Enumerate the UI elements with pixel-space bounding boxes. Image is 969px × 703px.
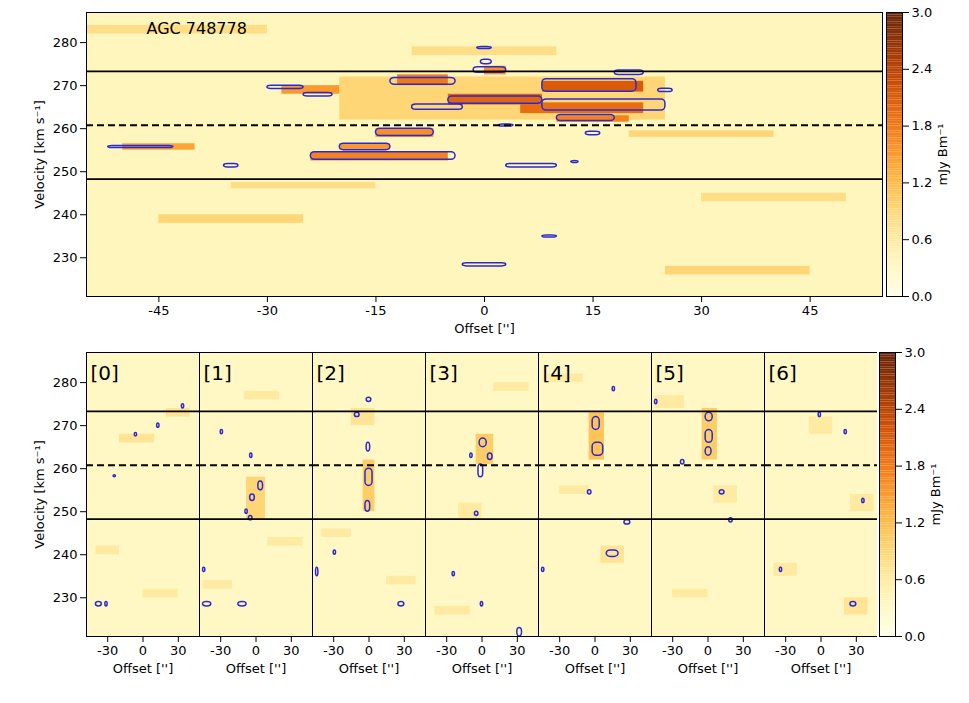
svg-text:260: 260: [53, 461, 78, 476]
svg-text:[1]: [1]: [204, 361, 232, 385]
svg-text:1.2: 1.2: [912, 175, 933, 190]
svg-text:-30: -30: [210, 643, 231, 658]
svg-text:30: 30: [396, 643, 413, 658]
svg-text:3.0: 3.0: [905, 345, 926, 360]
svg-text:-30: -30: [97, 643, 118, 658]
svg-text:Velocity [km s⁻¹]: Velocity [km s⁻¹]: [32, 100, 47, 208]
svg-text:Offset ['']: Offset ['']: [113, 661, 173, 676]
svg-text:30: 30: [622, 643, 639, 658]
svg-text:270: 270: [53, 78, 78, 93]
svg-text:2.4: 2.4: [905, 401, 926, 416]
svg-text:Offset ['']: Offset ['']: [452, 661, 512, 676]
svg-text:0: 0: [480, 303, 488, 318]
svg-text:240: 240: [53, 207, 78, 222]
svg-text:0.0: 0.0: [912, 289, 933, 304]
svg-text:[6]: [6]: [769, 361, 797, 385]
svg-text:-30: -30: [549, 643, 570, 658]
svg-text:280: 280: [53, 35, 78, 50]
svg-text:Offset ['']: Offset ['']: [678, 661, 738, 676]
svg-text:-30: -30: [775, 643, 796, 658]
svg-text:-30: -30: [257, 303, 278, 318]
svg-text:-15: -15: [365, 303, 386, 318]
svg-text:30: 30: [509, 643, 526, 658]
svg-text:0: 0: [139, 643, 147, 658]
svg-text:[2]: [2]: [317, 361, 345, 385]
svg-text:0: 0: [817, 643, 825, 658]
svg-text:0: 0: [365, 643, 373, 658]
svg-text:0.6: 0.6: [912, 232, 933, 247]
svg-text:230: 230: [53, 250, 78, 265]
svg-text:250: 250: [53, 504, 78, 519]
svg-text:240: 240: [53, 547, 78, 562]
svg-text:0: 0: [252, 643, 260, 658]
svg-text:30: 30: [283, 643, 300, 658]
svg-text:45: 45: [802, 303, 819, 318]
svg-text:1.2: 1.2: [905, 515, 926, 530]
svg-text:AGC 748778: AGC 748778: [147, 19, 247, 38]
svg-text:1.8: 1.8: [912, 118, 933, 133]
svg-text:Velocity [km s⁻¹]: Velocity [km s⁻¹]: [32, 440, 47, 548]
svg-text:Offset ['']: Offset ['']: [226, 661, 286, 676]
svg-text:30: 30: [693, 303, 710, 318]
svg-text:Offset ['']: Offset ['']: [339, 661, 399, 676]
svg-text:250: 250: [53, 164, 78, 179]
svg-text:0: 0: [478, 643, 486, 658]
svg-text:230: 230: [53, 590, 78, 605]
svg-text:30: 30: [848, 643, 865, 658]
svg-text:270: 270: [53, 418, 78, 433]
svg-text:0.0: 0.0: [905, 629, 926, 644]
svg-text:2.4: 2.4: [912, 61, 933, 76]
svg-text:0: 0: [704, 643, 712, 658]
svg-text:Offset ['']: Offset ['']: [791, 661, 851, 676]
svg-text:0: 0: [591, 643, 599, 658]
svg-text:[0]: [0]: [91, 361, 119, 385]
svg-text:-30: -30: [662, 643, 683, 658]
svg-text:0.6: 0.6: [905, 572, 926, 587]
svg-text:3.0: 3.0: [912, 5, 933, 20]
svg-text:-30: -30: [436, 643, 457, 658]
svg-text:30: 30: [735, 643, 752, 658]
svg-text:260: 260: [53, 121, 78, 136]
svg-text:mJy Bm⁻¹: mJy Bm⁻¹: [928, 464, 943, 526]
svg-text:mJy Bm⁻¹: mJy Bm⁻¹: [935, 124, 950, 186]
svg-text:15: 15: [585, 303, 602, 318]
svg-text:30: 30: [170, 643, 187, 658]
svg-text:[4]: [4]: [543, 361, 571, 385]
svg-text:Offset ['']: Offset ['']: [565, 661, 625, 676]
svg-text:[3]: [3]: [430, 361, 458, 385]
svg-text:280: 280: [53, 375, 78, 390]
svg-text:[5]: [5]: [656, 361, 684, 385]
svg-text:1.8: 1.8: [905, 458, 926, 473]
svg-text:-30: -30: [323, 643, 344, 658]
svg-text:Offset ['']: Offset ['']: [454, 321, 514, 336]
svg-text:-45: -45: [148, 303, 169, 318]
